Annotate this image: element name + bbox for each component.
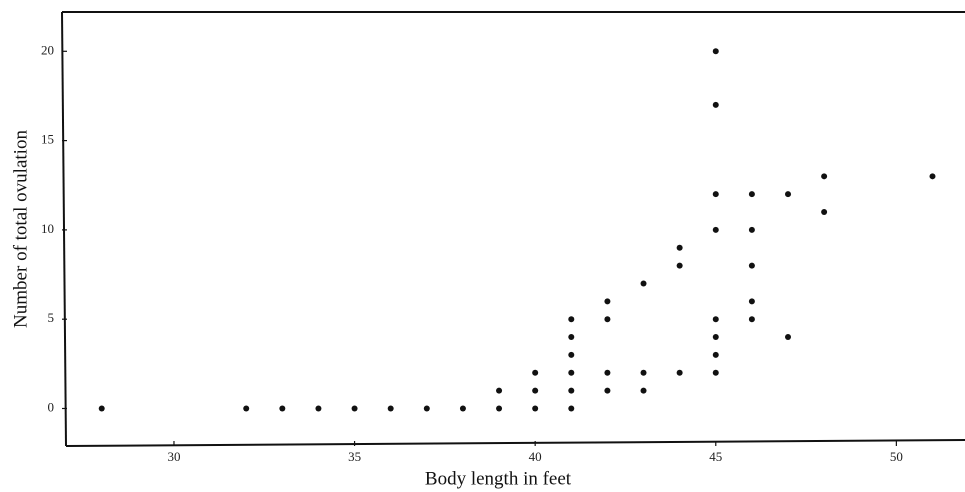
x-axis-label: Body length in feet: [425, 468, 572, 489]
y-tick-label: 20: [41, 42, 54, 57]
y-tick-label: 5: [48, 310, 55, 325]
point: [712, 351, 719, 358]
point: [568, 316, 575, 323]
point: [496, 387, 503, 394]
point: [676, 244, 683, 251]
x-tick-label: 35: [348, 449, 361, 464]
point: [243, 405, 250, 412]
point: [712, 48, 719, 55]
point: [604, 298, 611, 305]
point: [929, 173, 936, 180]
point: [712, 316, 719, 323]
plot-frame-bottom: [65, 439, 965, 447]
point: [98, 405, 105, 412]
point: [748, 226, 755, 233]
point: [640, 369, 647, 376]
x-tick-label: 30: [167, 449, 180, 464]
x-tick-label: 45: [709, 449, 722, 464]
point: [748, 298, 755, 305]
point: [785, 191, 792, 198]
point: [712, 191, 719, 198]
y-tick-label: 15: [41, 132, 54, 147]
point: [568, 405, 575, 412]
y-axis-label: Number of total ovulation: [10, 130, 31, 328]
point: [640, 280, 647, 287]
point: [568, 351, 575, 358]
point: [496, 405, 503, 412]
point: [568, 369, 575, 376]
point: [604, 387, 611, 394]
point: [821, 173, 828, 180]
point: [785, 334, 792, 341]
point: [532, 387, 539, 394]
point: [568, 387, 575, 394]
point: [712, 226, 719, 233]
point: [712, 369, 719, 376]
x-tick-label: 50: [890, 449, 903, 464]
point: [676, 262, 683, 269]
point: [532, 405, 539, 412]
point: [712, 101, 719, 108]
point: [279, 405, 286, 412]
point: [459, 405, 466, 412]
plot-frame-left: [61, 11, 67, 447]
point: [351, 405, 358, 412]
point: [748, 316, 755, 323]
point: [821, 209, 828, 216]
point: [640, 387, 647, 394]
x-tick-label: 40: [529, 449, 542, 464]
y-tick-label: 10: [41, 221, 54, 236]
point: [604, 369, 611, 376]
point: [532, 369, 539, 376]
point: [604, 316, 611, 323]
point: [423, 405, 430, 412]
y-tick-label: 0: [48, 399, 55, 414]
point: [712, 334, 719, 341]
point: [315, 405, 322, 412]
point: [387, 405, 394, 412]
point: [748, 262, 755, 269]
point: [748, 191, 755, 198]
point: [676, 369, 683, 376]
point: [568, 334, 575, 341]
